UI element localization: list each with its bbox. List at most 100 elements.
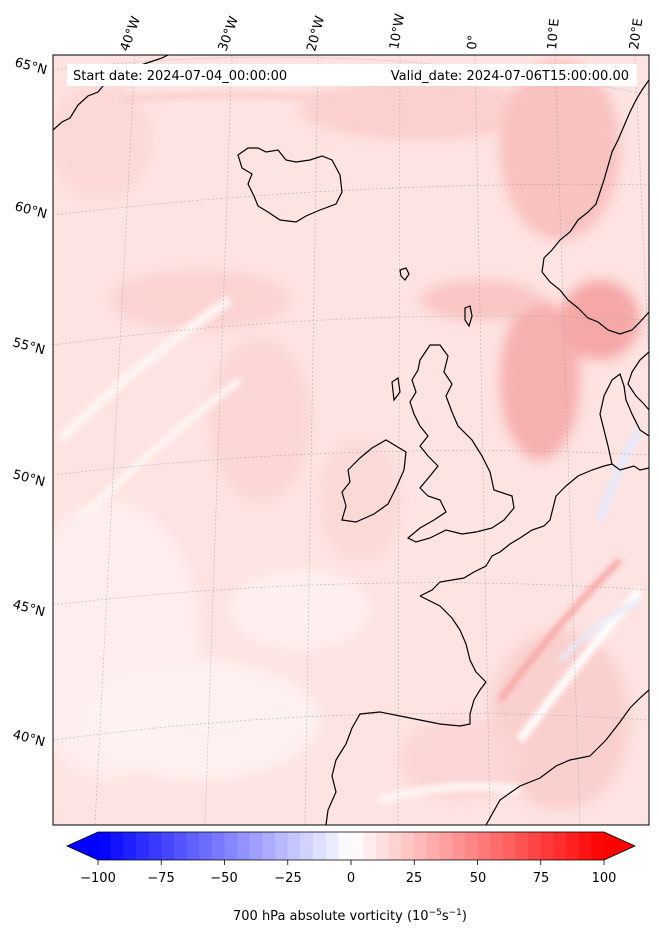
colorbar-cell bbox=[388, 832, 403, 860]
meridian-10w bbox=[397, 55, 401, 825]
lon-label-10w: 10°W bbox=[387, 13, 408, 51]
lat-label-45n: 45°N bbox=[11, 597, 47, 620]
mediterranean-coast bbox=[485, 689, 649, 825]
vorticity-field-patterns bbox=[53, 60, 640, 810]
colorbar-cell bbox=[351, 832, 365, 860]
colorbar-cell bbox=[591, 832, 605, 860]
colorbar-cell bbox=[211, 832, 225, 860]
colorbar-cell bbox=[313, 832, 327, 860]
latitude-labels: 65°N 60°N 55°N 50°N 45°N 40°N bbox=[11, 55, 49, 750]
colorbar-cell bbox=[414, 832, 428, 860]
colorbar-cell bbox=[186, 832, 200, 860]
colorbar-cell bbox=[477, 832, 491, 860]
cbar-tick-label: 100 bbox=[592, 871, 617, 886]
cbar-tick-label: −100 bbox=[80, 871, 116, 886]
lon-label-0: 0° bbox=[465, 34, 481, 50]
colorbar-cell bbox=[161, 832, 175, 860]
faroe-islands bbox=[399, 267, 410, 281]
colorbar-cell bbox=[325, 832, 339, 860]
shetland-islands bbox=[464, 305, 473, 328]
lat-label-65n: 65°N bbox=[13, 55, 49, 78]
cbar-tick-label: 25 bbox=[406, 871, 423, 886]
meridian-20e bbox=[634, 55, 649, 370]
lon-label-10e: 10°E bbox=[545, 18, 563, 50]
lon-label-30w: 30°W bbox=[216, 14, 242, 53]
colorbar-cell bbox=[123, 832, 137, 860]
colorbar-cell bbox=[249, 832, 263, 860]
colorbar-cell bbox=[275, 832, 289, 860]
colorbar-cell bbox=[98, 832, 112, 860]
france-iberia-coast bbox=[325, 511, 553, 825]
ireland-coast bbox=[341, 439, 407, 523]
parallel-55n bbox=[53, 315, 649, 346]
colorbar-cell bbox=[287, 832, 301, 860]
cbar-tick-label: 75 bbox=[533, 871, 550, 886]
meridian-40w bbox=[94, 55, 136, 825]
header-box: Start date: 2024-07-04_00:00:00 Valid_da… bbox=[67, 64, 637, 86]
colorbar-cell bbox=[439, 832, 453, 860]
valid-date-label: Valid_date: 2024-07-06T15:00:00.00 bbox=[391, 69, 629, 84]
colorbar-cell bbox=[363, 832, 377, 860]
colorbar-cell bbox=[135, 832, 150, 860]
cbar-tick-label: 50 bbox=[470, 871, 487, 886]
colorbar-cell bbox=[110, 832, 124, 860]
colorbar-cell bbox=[553, 832, 567, 860]
colorbar-cell bbox=[199, 832, 213, 860]
lon-label-20e: 20°E bbox=[627, 18, 646, 51]
colorbar-cell bbox=[173, 832, 188, 860]
colorbar-cell bbox=[338, 832, 352, 860]
parallel-60n bbox=[53, 184, 649, 216]
parallel-40n bbox=[53, 713, 649, 741]
colorbar-label: 700 hPa absolute vorticity (10−5s−1) bbox=[233, 908, 467, 924]
colorbar-cell bbox=[540, 832, 554, 860]
cbar-tick-label: −50 bbox=[210, 871, 237, 886]
meridian-30w bbox=[204, 55, 233, 825]
colorbar-cell bbox=[300, 832, 314, 860]
cbar-tick-label: −25 bbox=[274, 871, 301, 886]
lon-label-20w: 20°W bbox=[304, 14, 328, 53]
map-frame bbox=[52, 54, 650, 826]
hebrides bbox=[391, 376, 401, 402]
colorbar-cell bbox=[148, 832, 162, 860]
lon-label-40w: 40°W bbox=[118, 14, 144, 53]
graticule bbox=[53, 55, 649, 825]
parallel-50n bbox=[53, 450, 649, 476]
colorbar-under-triangle bbox=[67, 832, 98, 860]
colorbar-cell bbox=[224, 832, 238, 860]
longitude-labels: 40°W 30°W 20°W 10°W 0° 10°E 20°E bbox=[118, 13, 647, 54]
colorbar-tick-labels: −100 −75 −50 −25 0 25 50 75 100 bbox=[80, 871, 616, 886]
colorbar-over-triangle bbox=[604, 832, 635, 860]
colorbar-cell bbox=[426, 832, 441, 860]
low-countries-coast bbox=[551, 463, 649, 513]
colorbar-cell bbox=[515, 832, 529, 860]
colorbar-cell bbox=[502, 832, 516, 860]
coastlines bbox=[53, 55, 649, 825]
colorbar-cell bbox=[464, 832, 478, 860]
colorbar-cell bbox=[376, 832, 390, 860]
parallel-45n bbox=[53, 582, 649, 606]
lat-label-50n: 50°N bbox=[11, 467, 47, 490]
colorbar-cell bbox=[528, 832, 542, 860]
cbar-tick-label: −75 bbox=[147, 871, 174, 886]
cbar-tick-label: 0 bbox=[347, 871, 355, 886]
colorbar-cell bbox=[566, 832, 580, 860]
colorbar-cell bbox=[490, 832, 504, 860]
meridian-0 bbox=[474, 55, 491, 825]
iceland-coast bbox=[237, 147, 343, 223]
start-date-label: Start date: 2024-07-04_00:00:00 bbox=[73, 69, 287, 84]
great-britain-coast bbox=[406, 344, 515, 543]
map-panel bbox=[53, 55, 649, 825]
colorbar-cells bbox=[67, 832, 635, 860]
colorbar-cell bbox=[237, 832, 251, 860]
colorbar-ticks bbox=[97, 860, 605, 865]
colorbar-cell bbox=[262, 832, 276, 860]
norway-coast bbox=[541, 79, 649, 335]
vorticity-streaks bbox=[56, 92, 644, 804]
denmark-coast bbox=[599, 373, 649, 465]
meridian-20w bbox=[304, 55, 319, 825]
colorbar-cell bbox=[452, 832, 466, 860]
lat-label-60n: 60°N bbox=[13, 199, 49, 222]
meridian-10e bbox=[554, 55, 581, 825]
lat-label-40n: 40°N bbox=[11, 727, 47, 750]
